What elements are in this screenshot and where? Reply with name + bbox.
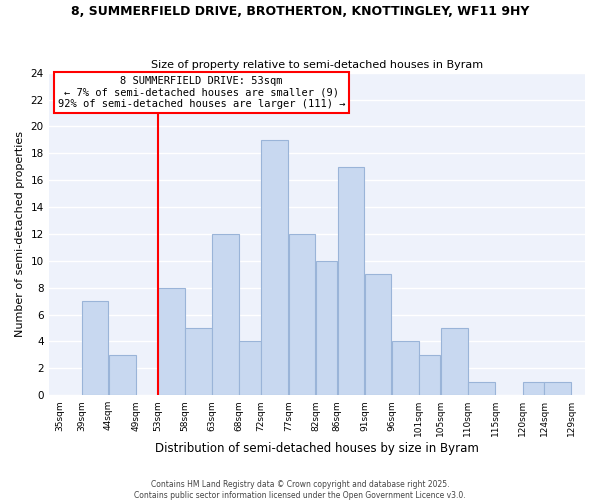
Bar (158, 288, 185, 395)
Bar (365, 274, 391, 395)
Bar (419, 355, 440, 395)
Bar (316, 261, 337, 395)
Bar (261, 140, 288, 395)
Bar (338, 166, 364, 395)
Text: 8, SUMMERFIELD DRIVE, BROTHERTON, KNOTTINGLEY, WF11 9HY: 8, SUMMERFIELD DRIVE, BROTHERTON, KNOTTI… (71, 5, 529, 18)
Text: Contains HM Land Registry data © Crown copyright and database right 2025.
Contai: Contains HM Land Registry data © Crown c… (134, 480, 466, 500)
Bar (441, 328, 467, 395)
Title: Size of property relative to semi-detached houses in Byram: Size of property relative to semi-detach… (151, 60, 483, 70)
Text: 8 SUMMERFIELD DRIVE: 53sqm
← 7% of semi-detached houses are smaller (9)
92% of s: 8 SUMMERFIELD DRIVE: 53sqm ← 7% of semi-… (58, 76, 345, 109)
Bar (468, 382, 495, 395)
Bar (185, 328, 212, 395)
Bar (212, 234, 239, 395)
Y-axis label: Number of semi-detached properties: Number of semi-detached properties (15, 131, 25, 337)
X-axis label: Distribution of semi-detached houses by size in Byram: Distribution of semi-detached houses by … (155, 442, 479, 455)
Bar (523, 382, 544, 395)
Bar (544, 382, 571, 395)
Bar (289, 234, 315, 395)
Bar (82, 301, 108, 395)
Bar (392, 342, 419, 395)
Bar (109, 355, 136, 395)
Bar (239, 342, 261, 395)
